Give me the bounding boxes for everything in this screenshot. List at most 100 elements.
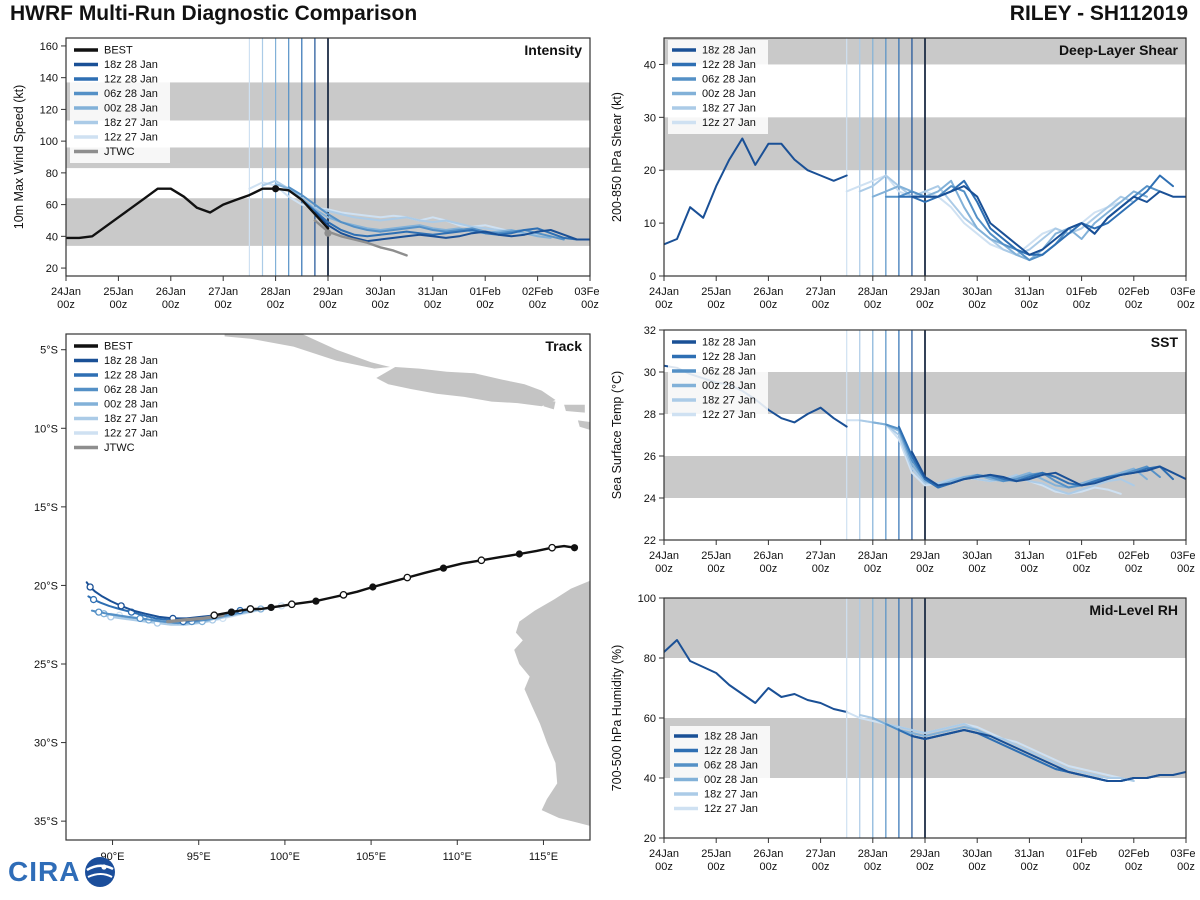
track-point-open: [477, 556, 486, 565]
legend-label: 06z 28 Jan: [702, 366, 756, 378]
legend-label: 00z 28 Jan: [702, 380, 756, 392]
track-point-filled: [439, 564, 448, 572]
chart-title: Intensity: [524, 42, 582, 58]
tick-label: 31Jan: [1014, 848, 1044, 860]
tick-label: 27Jan: [806, 848, 836, 860]
tick-label: 24Jan: [649, 286, 679, 298]
tick-label: 40: [644, 773, 656, 785]
tick-label: 00z: [57, 299, 75, 311]
legend-label: 06z 28 Jan: [104, 384, 158, 396]
tick-label: 60: [644, 713, 656, 725]
tick-label: 00z: [1073, 861, 1091, 873]
series-analysis: [664, 639, 848, 713]
track-point-open: [95, 608, 103, 616]
tick-label: 115°E: [529, 851, 558, 863]
tick-label: 31Jan: [1014, 286, 1044, 298]
tick-label: 00z: [812, 861, 830, 873]
tick-label: 00z: [655, 299, 673, 311]
tick-label: 00z: [812, 563, 830, 575]
track-svg: 90°E 95°E 100°E 105°E 110°E 115°E5°S10°S15°S2…: [34, 333, 591, 863]
tick-label: 00z: [581, 299, 599, 311]
tick-label: 28Jan: [261, 286, 291, 298]
landmass: [543, 400, 556, 410]
track-point-open: [339, 591, 348, 599]
tick-label: 25°S: [34, 659, 58, 671]
series-18z-28-jan: [910, 450, 1186, 487]
tick-label: 00z: [1021, 563, 1039, 575]
tick-label: 00z: [655, 563, 673, 575]
sst-svg: 24Jan00z25Jan00z26Jan00z27Jan00z28Jan00z…: [610, 325, 1200, 575]
tick-label: 00z: [1125, 299, 1143, 311]
tick-label: 25Jan: [701, 848, 731, 860]
tick-label: 03Feb: [1170, 286, 1196, 298]
series-18z-28-jan: [910, 729, 1186, 782]
tick-label: 40: [644, 59, 656, 71]
legend-label: 18z 27 Jan: [104, 117, 158, 129]
tick-label: 27Jan: [208, 286, 238, 298]
landmass: [514, 580, 590, 826]
shear-svg: 24Jan00z25Jan00z26Jan00z27Jan00z28Jan00z…: [610, 37, 1200, 311]
tick-label: 29Jan: [910, 286, 940, 298]
legend-label: 18z 28 Jan: [702, 337, 756, 349]
legend-label: 06z 28 Jan: [104, 88, 158, 100]
tick-label: 28: [644, 409, 656, 421]
legend-label: 12z 28 Jan: [702, 59, 756, 71]
track-point-open: [287, 600, 296, 609]
tick-label: 30Jan: [962, 550, 992, 562]
tick-label: 100: [40, 136, 58, 148]
legend-label: 18z 28 Jan: [104, 59, 158, 71]
tick-label: 10: [644, 218, 656, 230]
series-18z-27-jan: [858, 174, 1135, 256]
tick-label: 01Feb: [1066, 848, 1097, 860]
tick-label: 00z: [1125, 861, 1143, 873]
tick-label: 95°E: [187, 851, 211, 863]
tick-label: 100: [638, 593, 656, 605]
rh-svg: 24Jan00z25Jan00z26Jan00z27Jan00z28Jan00z…: [610, 593, 1200, 873]
tick-label: 5°S: [40, 345, 58, 357]
legend-label: 18z 28 Jan: [704, 731, 758, 743]
intensity-chart: 24Jan 00z 25Jan 00z 26Jan 00z 27Jan 00z 28Jan 00z…: [8, 28, 606, 322]
legend-box: [70, 336, 170, 459]
track-point-filled: [570, 544, 579, 552]
page-title: HWRF Multi-Run Diagnostic Comparison: [10, 2, 418, 25]
tick-label: 24Jan: [51, 286, 81, 298]
tick-label: 00z: [864, 861, 882, 873]
tick-label: 30°S: [34, 738, 58, 750]
chart-title: Mid-Level RH: [1089, 602, 1178, 618]
series-analysis: [664, 137, 848, 246]
tick-label: 03Feb: [1170, 550, 1196, 562]
tick-label: 24Jan: [649, 550, 679, 562]
tick-label: 28Jan: [858, 550, 888, 562]
legend-box: [668, 332, 768, 426]
legend-label: 12z 27 Jan: [104, 428, 158, 440]
tick-label: 02Feb: [522, 286, 553, 298]
legend-label: 12z 27 Jan: [702, 117, 756, 129]
legend-label: 18z 27 Jan: [704, 789, 758, 801]
track-point-open: [548, 543, 556, 552]
tick-label: 00z: [968, 563, 986, 575]
tick-label: 01Feb: [1066, 286, 1097, 298]
tick-label: 00z: [864, 299, 882, 311]
track-point-open: [117, 602, 125, 610]
chart-title: Track: [545, 338, 582, 354]
storm-id: RILEY - SH112019: [1009, 2, 1188, 25]
legend-label: 12z 28 Jan: [104, 370, 158, 382]
tick-label: 20°S: [34, 580, 58, 592]
tick-label: 00z: [968, 299, 986, 311]
track-point-open: [403, 573, 412, 582]
tick-label: 00z: [1177, 563, 1195, 575]
tick-label: 00z: [916, 563, 934, 575]
tick-label: 110°E: [443, 851, 472, 863]
tick-label: 00z: [1177, 299, 1195, 311]
tick-label: 00z: [1125, 563, 1143, 575]
y-axis-label: 200-850 hPa Shear (kt): [610, 92, 624, 222]
legend-box: [70, 40, 170, 163]
tick-label: 00z: [1073, 563, 1091, 575]
tick-label: 15°S: [34, 502, 58, 514]
legend-label: BEST: [104, 341, 133, 353]
legend-label: 00z 28 Jan: [704, 774, 758, 786]
tick-label: 00z: [110, 299, 128, 311]
tick-label: 0: [650, 271, 656, 283]
landmass: [376, 367, 556, 407]
tick-label: 31Jan: [1014, 550, 1044, 562]
